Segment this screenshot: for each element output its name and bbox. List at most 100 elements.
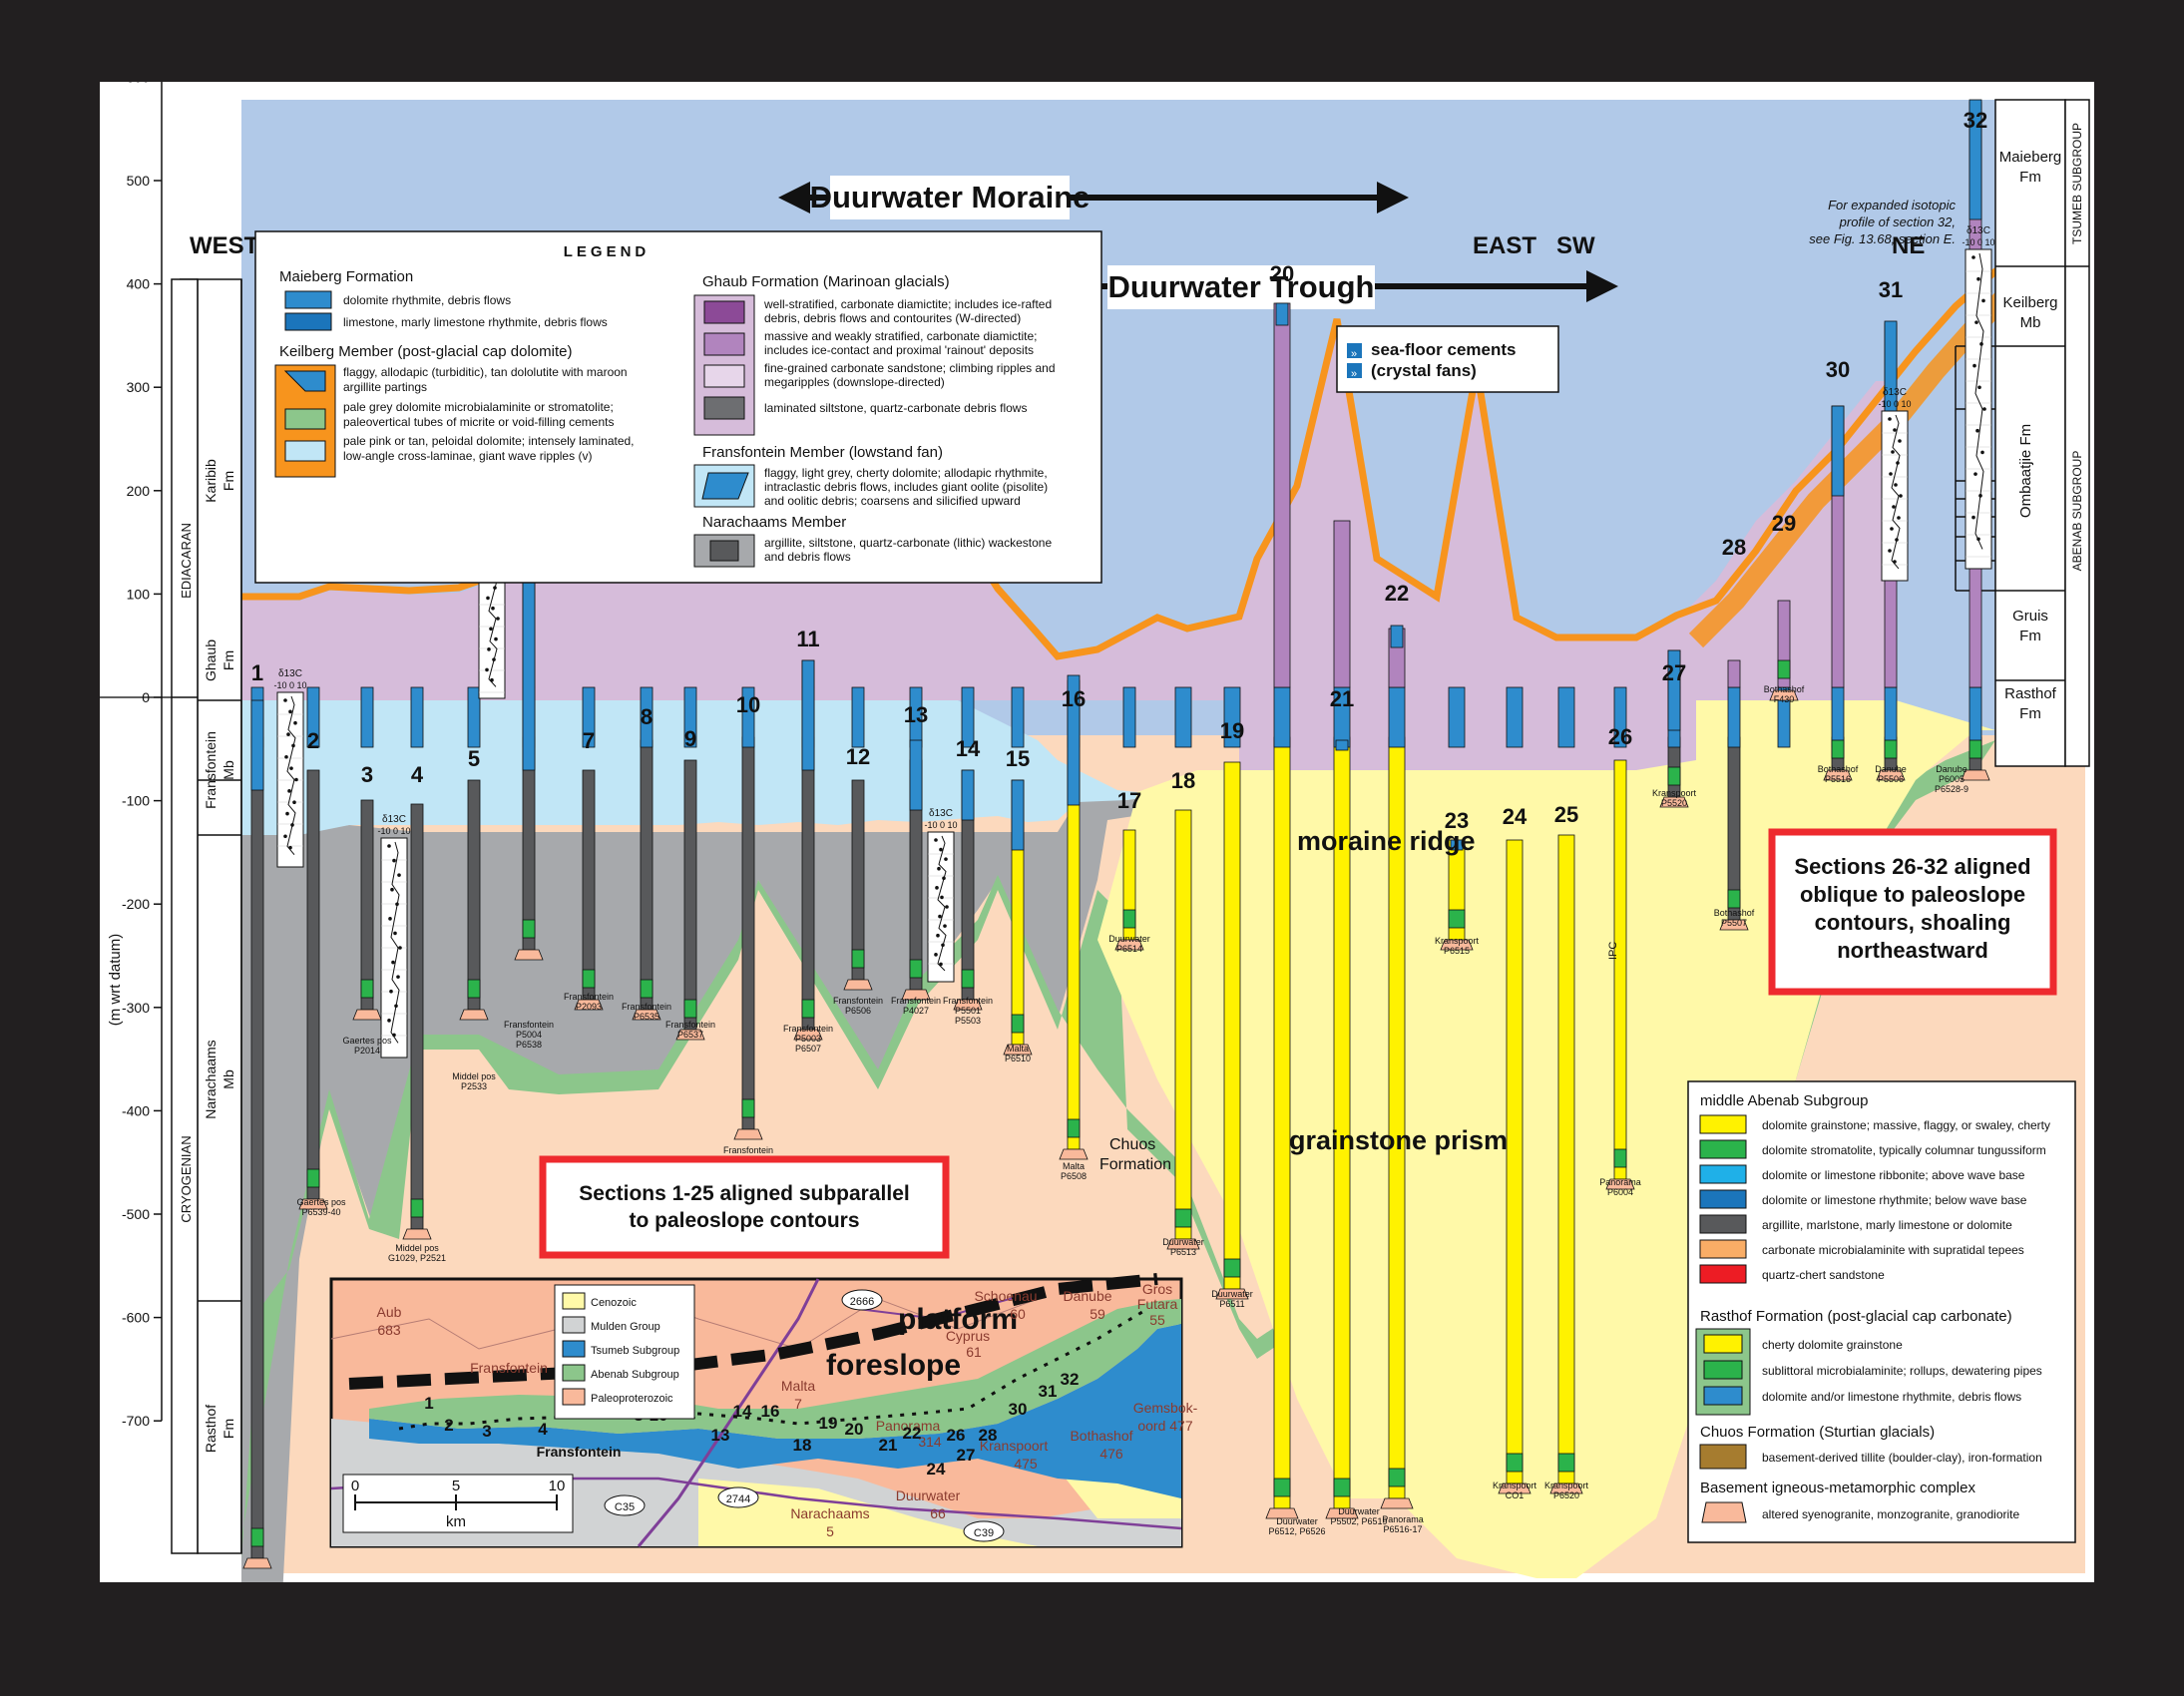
section-column-22 (1380, 628, 1414, 1509)
section-location: Duurwater (1108, 934, 1150, 944)
map-place: Narachaams (790, 1505, 869, 1521)
section-column-10 (733, 686, 763, 1140)
map-place: 314 (918, 1434, 942, 1450)
section-number: 8 (641, 704, 653, 729)
legend-text: dolomite stromatolite, typically columna… (1762, 1143, 2046, 1157)
map-road-badge (963, 1520, 1005, 1542)
section-number: 22 (1385, 581, 1409, 606)
section-sample: P5003 (795, 1034, 821, 1044)
delta-label: δ13C (278, 668, 302, 679)
svg-text:Paleoproterozoic: Paleoproterozoic (591, 1393, 673, 1405)
y-tick-label: -300 (122, 1000, 150, 1016)
svg-text:Tsumeb Subgroup: Tsumeb Subgroup (591, 1345, 679, 1357)
svg-text:argillite partings: argillite partings (343, 380, 427, 394)
map-place: Gemsbok- (1133, 1400, 1198, 1416)
section-sample: P6537 (677, 1030, 703, 1040)
y-tick-label: 100 (127, 586, 151, 602)
map-place: Fransfontein (537, 1444, 622, 1460)
svg-text:Ghaub Formation (Marinoan glac: Ghaub Formation (Marinoan glacials) (702, 273, 950, 290)
legend-swatch (1699, 1139, 1747, 1159)
y-tick-label: 0 (142, 689, 150, 705)
box-sections-1-25: Sections 1-25 aligned subparallel to pal… (539, 1155, 950, 1259)
svg-text:Ghaub: Ghaub (203, 639, 218, 681)
narachaams-unit (241, 792, 1239, 1658)
section-number: 30 (1826, 357, 1850, 382)
y-tick-label: 400 (127, 276, 151, 292)
section-number: 32 (1964, 108, 1987, 133)
unit-narachaams: Narachaams Mb (203, 1040, 236, 1118)
svg-text:Basement igneous-metamorphic c: Basement igneous-metamorphic complex (1700, 1480, 1975, 1496)
map-place: 60 (1010, 1306, 1026, 1322)
map-scale: 0 5 10 km (342, 1474, 574, 1533)
legend-swatch (1699, 1214, 1747, 1234)
delta-ticks: -10 0 10 (377, 826, 410, 836)
delta-ticks: -10 0 10 (1962, 237, 1994, 247)
isotope-panel: δ13C-10 0 10 (924, 808, 958, 983)
section-location: Fransfontein (622, 1002, 671, 1012)
map-place: 5 (826, 1523, 834, 1539)
sw-label: SW (1556, 232, 1595, 259)
map-section-number: 18 (793, 1436, 812, 1455)
map-place: Gros (1142, 1281, 1172, 1297)
section-column-4 (402, 686, 432, 1240)
maieberg-cap (1390, 625, 1404, 648)
y-tick-label: -100 (122, 793, 150, 809)
left-column (180, 278, 242, 1554)
map-section-number: 22 (903, 1424, 922, 1443)
svg-text:»: » (1351, 348, 1357, 360)
ne-label: NE (1892, 232, 1925, 259)
section-sample: P5516 (1825, 774, 1851, 784)
svg-text:(crystal fans): (crystal fans) (1371, 361, 1477, 380)
svg-text:Narachaams Member: Narachaams Member (702, 514, 846, 531)
map-section-number: 26 (947, 1426, 966, 1445)
legend-text: dolomite or limestone rhythmite; below w… (1762, 1193, 2027, 1207)
svg-text:Fm: Fm (2019, 628, 2041, 644)
map-section-number: 2 (444, 1416, 453, 1435)
section-location: Bothashof (1764, 684, 1805, 694)
section-location: Danube (1936, 764, 1967, 774)
east-label: EAST (1473, 232, 1536, 259)
section-location: Fransfontein (891, 996, 941, 1006)
section-number: 11 (796, 627, 819, 651)
section-number: 21 (1330, 686, 1354, 711)
map-road-label: 2744 (726, 1493, 750, 1505)
section-number: 20 (1270, 261, 1294, 286)
section-number: 9 (684, 726, 696, 751)
section-number: 13 (904, 702, 928, 727)
svg-text:Cenozoic: Cenozoic (591, 1297, 637, 1309)
map-section-number: 28 (979, 1426, 998, 1445)
expanded-note-3: see Fig. 13.68, section E. (1809, 231, 1956, 246)
svg-text:megaripples (downslope-directe: megaripples (downslope-directed) (764, 375, 945, 389)
section-location: Duurwater (1162, 1237, 1204, 1247)
svg-text:argillite, siltstone, quartz-c: argillite, siltstone, quartz-carbonate (… (764, 536, 1052, 550)
y-tick-label: -500 (122, 1206, 150, 1222)
y-tick-label: 200 (127, 483, 151, 499)
section-sample: P6535 (634, 1012, 659, 1022)
right-column (1994, 99, 2066, 767)
section-location: Panorama (1599, 1177, 1641, 1187)
svg-text:Rasthof Formation (post-glacia: Rasthof Formation (post-glacial cap carb… (1700, 1308, 2012, 1325)
svg-text:pale grey dolomite microbialam: pale grey dolomite microbialaminite or s… (343, 400, 614, 414)
map-road-label: C35 (615, 1501, 635, 1513)
legend-swatch (1703, 1386, 1743, 1406)
svg-text:Mb: Mb (220, 760, 236, 780)
legend-swatch (1699, 1239, 1747, 1259)
section-location: Fransfontein (665, 1020, 715, 1030)
section-number: 18 (1171, 768, 1195, 793)
maieberg-cap (1667, 649, 1681, 731)
unit-ombaatjie: Ombaatjie Fm (2017, 424, 2034, 518)
section-sample: P2014 (354, 1046, 380, 1056)
legend-text: cherty dolomite grainstone (1762, 1338, 1903, 1352)
section-sample: P6539-40 (301, 1207, 340, 1217)
svg-text:sea-floor cements: sea-floor cements (1371, 340, 1517, 359)
maieberg-cap (961, 769, 975, 821)
section-number: 31 (1879, 277, 1903, 302)
y-tick-label: 600 (127, 82, 151, 85)
legend-text: dolomite or limestone ribbonite; above w… (1762, 1168, 2025, 1182)
map-place: 475 (1014, 1456, 1038, 1472)
y-tick-label: 300 (127, 379, 151, 395)
y-tick-label: 500 (127, 173, 151, 189)
figure-frame: Duurwater Moraine Duurwater Trough WEST … (100, 69, 2094, 1658)
svg-text:middle Abenab Subgroup: middle Abenab Subgroup (1700, 1092, 1868, 1109)
section-location: Malta (1063, 1161, 1085, 1171)
